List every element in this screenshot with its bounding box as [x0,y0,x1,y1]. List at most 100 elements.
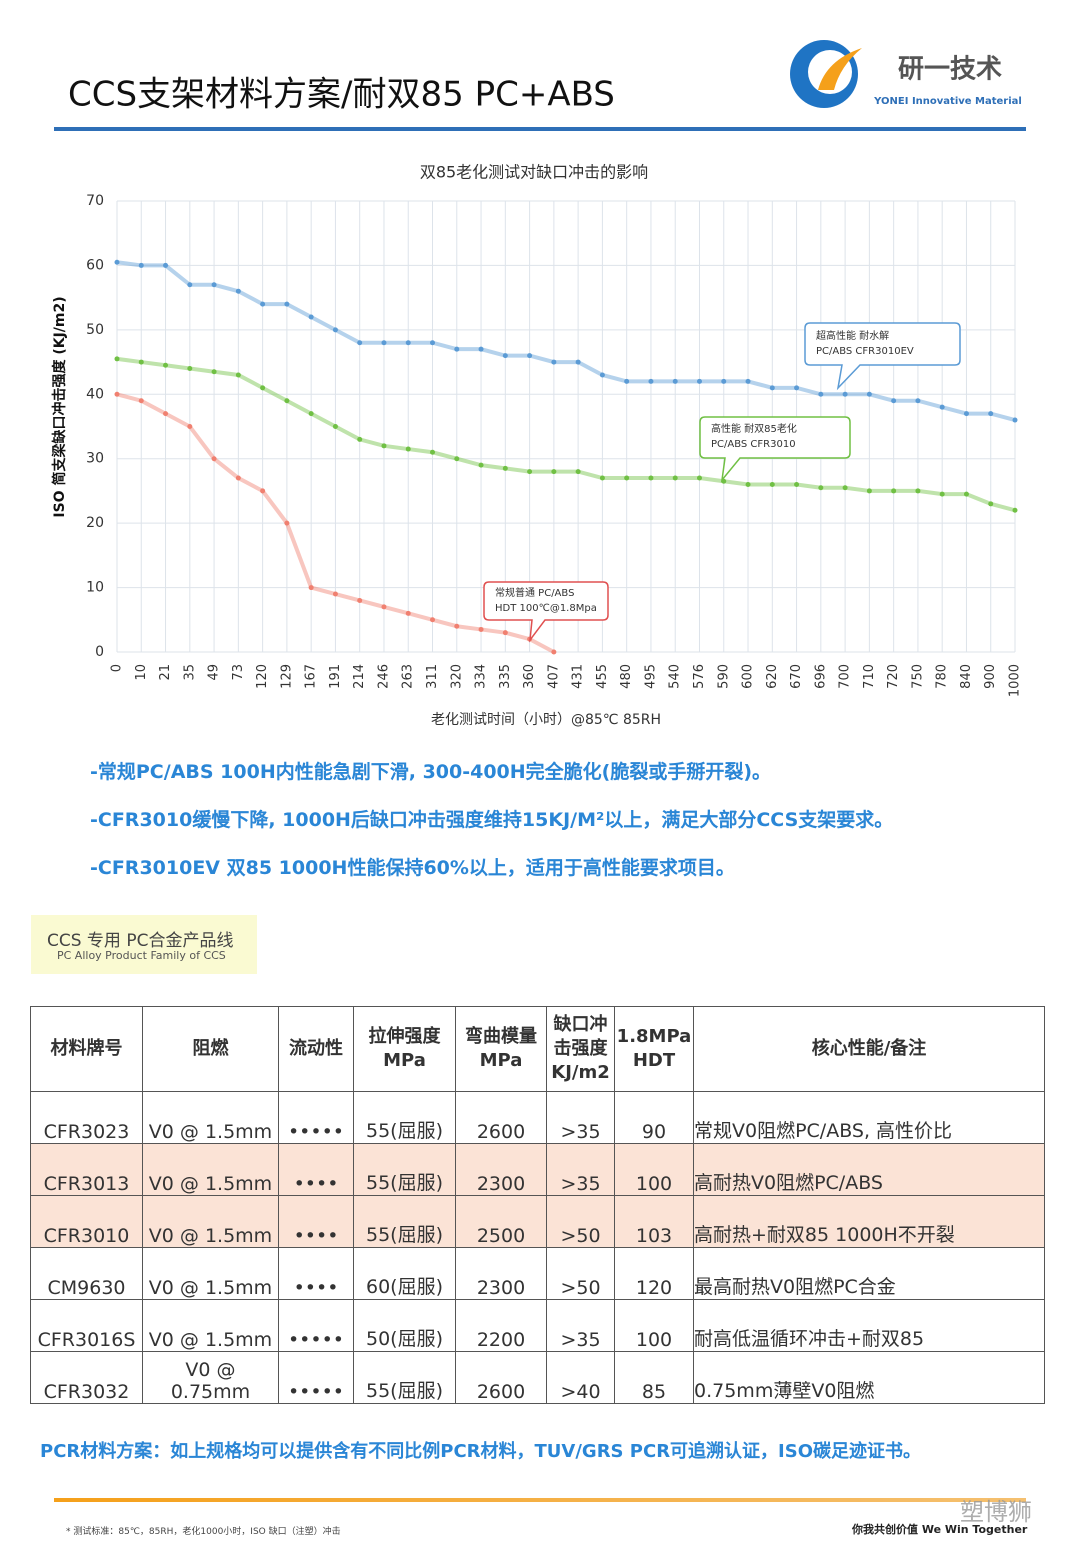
point [696,475,702,481]
point [478,346,484,352]
point [575,469,581,475]
table-row: CFR3010 V0 @ 1.5mm •••• 55(屈服) 2500 >50 103 高耐热… [30,1195,1045,1248]
point [527,353,533,359]
point [842,391,848,397]
logo-sub: YONEI Innovative Material [873,96,1022,107]
table-cell: 55(屈服) [353,1351,456,1404]
table-cell: CFR3013 [30,1143,143,1196]
series [114,259,1018,423]
x-tick-label: 480 [619,664,634,689]
series [114,391,557,655]
point [235,288,241,294]
header-cell: 弯曲模量 MPa [455,1006,547,1092]
table-cell: ••••• [278,1299,354,1352]
product-line-subtitle: PC Alloy Product Family of CCS [57,949,226,962]
y-tick-label: 30 [86,451,104,467]
table-cell: >35 [546,1091,615,1144]
point [1012,507,1018,513]
point [405,340,411,346]
series [114,356,1018,513]
table-cell: V0 @ 1.5mm [142,1195,279,1248]
callout-text: 超高性能 耐水解 [816,329,889,342]
point [430,340,436,346]
callout-text: PC/ABS CFR3010 [711,439,796,450]
table-cell: 85 [614,1351,694,1404]
point [357,340,363,346]
x-tick-label: 900 [983,664,998,689]
table-row: CFR3013 V0 @ 1.5mm •••• 55(屈服) 2300 >35 100 高耐热… [30,1143,1045,1196]
x-tick-label: 696 [813,664,828,689]
x-tick-label: 35 [182,664,197,681]
point [405,446,411,452]
table-cell: >50 [546,1195,615,1248]
point [405,610,411,616]
table-cell: 55(屈服) [353,1091,456,1144]
table-cell: 最高耐热V0阻燃PC合金 [693,1247,1045,1300]
point [332,327,338,333]
point [138,398,144,404]
table-cell: 2600 [455,1091,547,1144]
table-cell: 高耐热V0阻燃PC/ABS [693,1143,1045,1196]
x-tick-label: 407 [546,664,561,689]
table-cell: 2200 [455,1299,547,1352]
series-line [116,356,1016,513]
point [842,485,848,491]
table-cell: V0 @ 1.5mm [142,1247,279,1300]
point [381,443,387,449]
point [308,585,314,591]
point [939,491,945,497]
x-tick-label: 455 [595,664,610,689]
header-cell: 缺口冲 击强度 KJ/m2 [546,1006,615,1092]
x-tick-label: 167 [304,664,319,689]
table-cell: 50(屈服) [353,1299,456,1352]
point [478,462,484,468]
point [988,411,994,417]
point [891,488,897,494]
watermark: 塑博狮 [960,1498,1032,1526]
table-cell: >35 [546,1299,615,1352]
point [745,481,751,487]
point [454,346,460,352]
table-row: CFR3023 V0 @ 1.5mm ••••• 55(屈服) 2600 >35 90 常规V… [30,1091,1045,1144]
table-cell: 2300 [455,1143,547,1196]
header-cell: 流动性 [278,1006,354,1092]
product-table: 材料牌号 阻燃 流动性 拉伸强度 MPa 弯曲模量 MPa 缺口冲 击强度 KJ/m2 1.… [30,1006,1045,1404]
point [260,301,266,307]
x-tick-label: 120 [255,664,270,689]
x-tick-label: 214 [352,664,367,689]
point [187,366,193,372]
x-tick-label: 840 [959,664,974,689]
point [430,617,436,623]
logo-name: 研一技术 [898,55,1002,85]
callout-text: HDT 100℃@1.8Mpa [495,603,597,614]
point [381,340,387,346]
point [502,465,508,471]
x-tick-label: 320 [449,664,464,689]
table-row: CFR3032 V0 @ 0.75mm ••••• 55(屈服) 2600 >40 85 0.… [30,1351,1045,1404]
point [988,501,994,507]
table-cell: 90 [614,1091,694,1144]
point [648,475,654,481]
header-cell: 阻燃 [142,1006,279,1092]
x-tick-label: 0 [110,664,125,672]
point [745,378,751,384]
point [721,378,727,384]
x-tick-label: 334 [474,664,489,689]
point [211,282,217,288]
table-cell: •••• [278,1247,354,1300]
x-tick-label: 540 [668,664,683,689]
table-cell: 100 [614,1299,694,1352]
point [794,481,800,487]
x-tick-label: 129 [279,664,294,689]
point [527,469,533,475]
point [454,623,460,629]
x-tick-label: 73 [231,664,246,681]
table-cell: •••• [278,1143,354,1196]
table-cell: 高耐热+耐双85 1000H不开裂 [693,1195,1045,1248]
point [308,314,314,320]
logo [818,48,862,90]
point [575,359,581,365]
point [963,491,969,497]
y-tick-label: 70 [86,193,104,209]
